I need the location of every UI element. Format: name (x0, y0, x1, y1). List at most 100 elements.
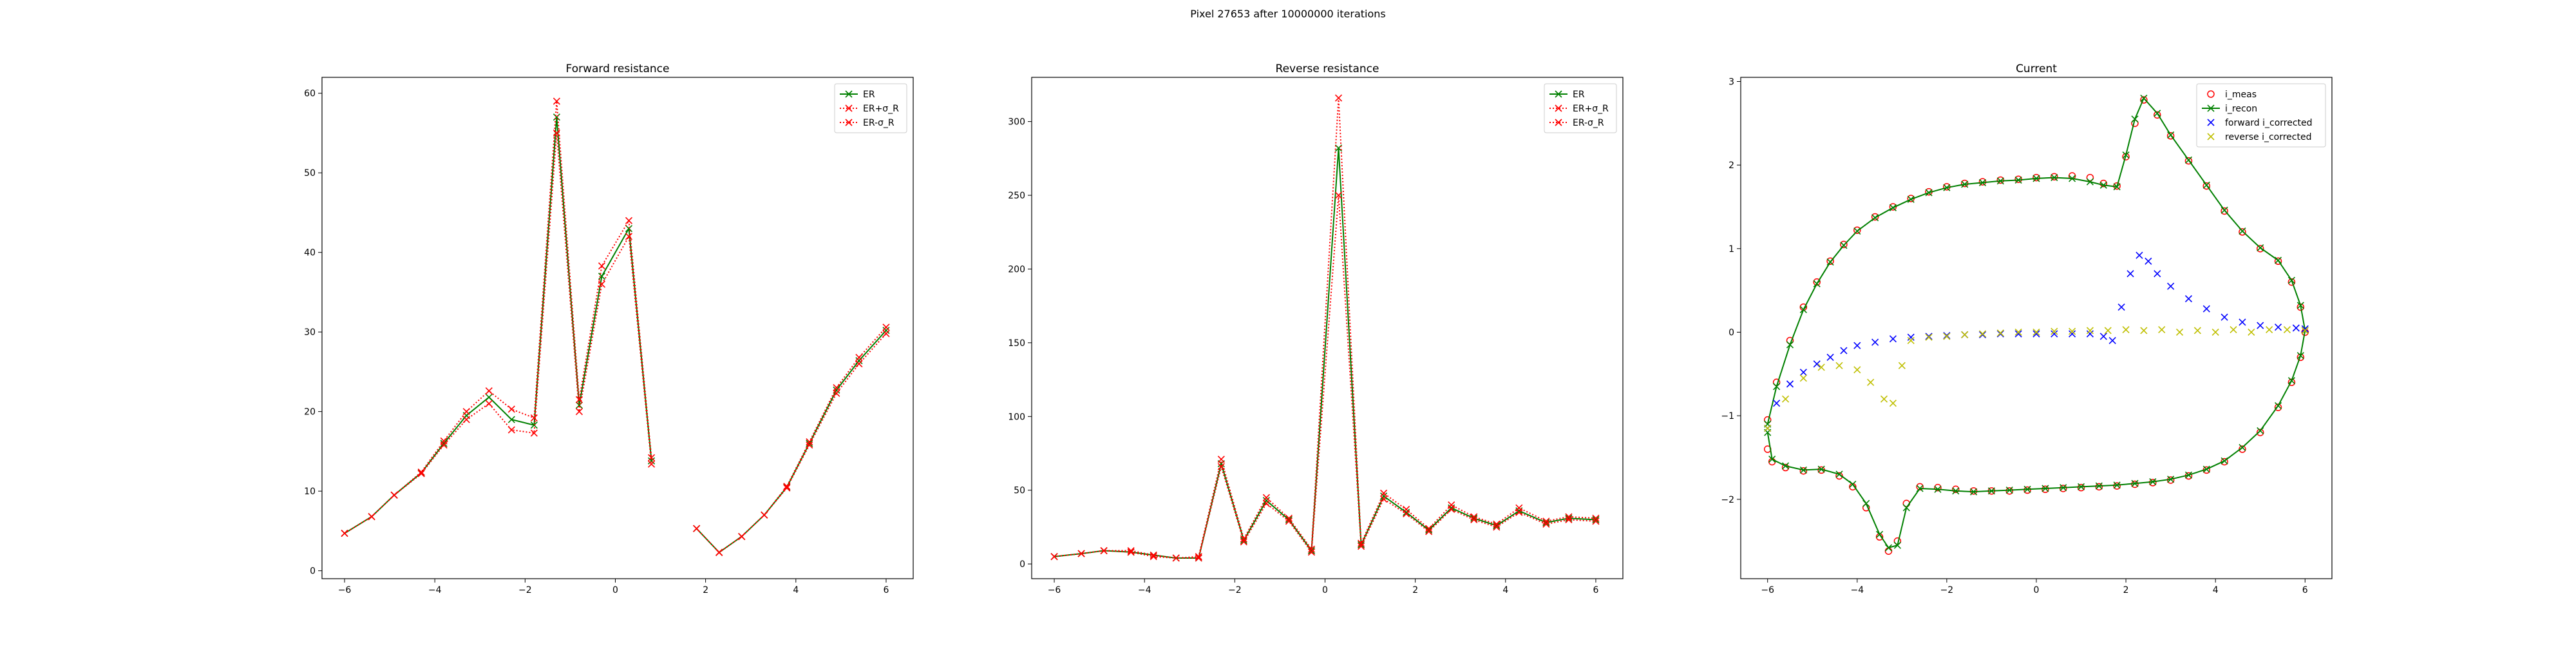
data-point (1871, 213, 1879, 221)
data-point (1515, 508, 1523, 516)
data-point (1334, 191, 1343, 199)
data-point (1425, 525, 1433, 532)
data-point (2202, 181, 2210, 189)
x-tick-label: 6 (883, 585, 889, 595)
data-point (1799, 467, 1808, 475)
data-point (2274, 324, 2282, 331)
data-point (1871, 338, 1879, 346)
x-tick-label: −6 (338, 585, 352, 595)
legend-marker (845, 90, 853, 98)
data-point (575, 401, 583, 409)
data-point (1952, 485, 1960, 494)
data-point (1799, 369, 1807, 376)
data-point (855, 357, 863, 365)
plot-area (1763, 94, 2309, 555)
x-tick-label: 4 (1502, 585, 1508, 595)
data-point (1876, 530, 1884, 538)
data-point (1925, 333, 1933, 340)
data-point (1862, 499, 1870, 507)
data-point (693, 525, 701, 532)
data-point (1889, 400, 1897, 407)
data-point (2050, 330, 2058, 338)
data-point (2050, 173, 2058, 181)
data-point (341, 530, 348, 537)
data-point (417, 469, 425, 477)
legend: ER ER+σ_R ER-σ_R (834, 83, 907, 133)
y-tick-label: 0 (1728, 327, 1734, 338)
data-point (2274, 256, 2282, 264)
y-tick-label: 100 (1008, 412, 1025, 422)
y-tick-label: 150 (1008, 338, 1025, 349)
data-point (2126, 270, 2134, 278)
series-1 (341, 97, 890, 556)
data-point (2239, 227, 2246, 235)
data-point (1853, 226, 1861, 235)
y-tick-label: 10 (304, 487, 316, 497)
data-point (417, 470, 425, 478)
data-point (1826, 257, 1834, 266)
data-point (2202, 182, 2211, 190)
series-3 (1764, 326, 2309, 432)
data-point (2239, 228, 2246, 236)
data-point (2283, 326, 2291, 334)
plot-area (341, 97, 890, 556)
y-tick-label: 60 (304, 89, 316, 99)
data-point (625, 217, 633, 224)
data-point (2221, 457, 2228, 465)
data-point (2248, 328, 2255, 336)
series-0 (1050, 144, 1600, 562)
data-point (1978, 331, 1987, 338)
data-point (1907, 336, 1915, 345)
data-point (2256, 429, 2264, 436)
data-point (2077, 483, 2085, 492)
legend-box (834, 83, 907, 133)
data-point (1943, 333, 1951, 340)
data-point (1764, 425, 1772, 432)
x-tick-label: 4 (2213, 585, 2219, 595)
y-tick-label: 0 (310, 566, 316, 577)
y-tick-label: 2 (1728, 160, 1734, 171)
data-point (440, 439, 448, 447)
axes-frame (321, 77, 914, 579)
chart-0: Forward resistance−6 −4 −2 0 2 4 6010203040506… (304, 63, 914, 595)
data-point (1961, 180, 1969, 188)
data-point (2149, 478, 2157, 486)
x-tick-label: −4 (1138, 585, 1151, 595)
data-point (462, 408, 470, 416)
data-point (530, 414, 538, 422)
figure-title: Pixel 27653 after 10000000 iterations (1190, 8, 1386, 20)
data-point (1884, 544, 1893, 552)
data-point (2136, 251, 2143, 259)
data-point (1996, 329, 2004, 337)
x-tick-label: 0 (2034, 585, 2040, 595)
legend-box (2196, 83, 2326, 148)
data-point (2032, 330, 2040, 338)
legend-label: forward i_corrected (2225, 118, 2313, 128)
x-tick-label: −4 (1850, 585, 1864, 595)
data-point (1853, 227, 1861, 235)
data-point (462, 416, 470, 423)
data-point (2099, 179, 2108, 188)
data-point (1786, 341, 1794, 349)
data-point (2256, 245, 2264, 253)
data-point (2069, 330, 2076, 338)
data-point (625, 225, 633, 233)
data-point (507, 416, 515, 423)
data-point (1871, 214, 1879, 222)
data-point (783, 483, 791, 491)
chart-title: Current (2016, 63, 2057, 75)
data-point (1952, 487, 1960, 495)
data-point (1470, 513, 1478, 521)
data-point (1826, 353, 1834, 361)
data-point (2202, 305, 2210, 313)
data-point (855, 354, 863, 362)
data-point (1307, 548, 1316, 556)
data-point (1817, 465, 1825, 473)
data-point (1240, 538, 1247, 546)
data-point (2050, 174, 2058, 182)
plot-area (1050, 94, 1600, 562)
data-point (2167, 131, 2175, 139)
y-tick-label: −1 (1721, 411, 1734, 421)
data-point (2014, 328, 2022, 336)
data-point (1195, 554, 1202, 562)
